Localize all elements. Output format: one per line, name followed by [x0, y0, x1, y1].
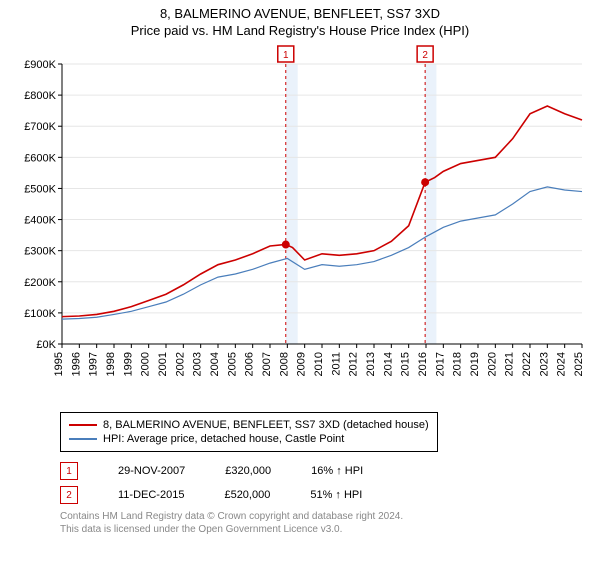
- marker-date-2: 11-DEC-2015: [118, 489, 184, 501]
- marker-note-1: 16% ↑ HPI: [311, 465, 363, 477]
- svg-text:£600K: £600K: [24, 152, 56, 164]
- svg-text:£800K: £800K: [24, 90, 56, 102]
- svg-text:£500K: £500K: [24, 183, 56, 195]
- marker-row: 2 11-DEC-2015 £520,000 51% ↑ HPI: [60, 486, 580, 504]
- marker-table: 1 29-NOV-2007 £320,000 16% ↑ HPI 2 11-DE…: [60, 462, 580, 504]
- svg-text:2007: 2007: [261, 352, 273, 376]
- svg-text:£100K: £100K: [24, 308, 56, 320]
- chart-title-sub: Price paid vs. HM Land Registry's House …: [0, 23, 600, 38]
- svg-text:£200K: £200K: [24, 277, 56, 289]
- legend-item: 8, BALMERINO AVENUE, BENFLEET, SS7 3XD (…: [69, 419, 429, 431]
- svg-text:2012: 2012: [348, 352, 360, 376]
- svg-text:2017: 2017: [434, 352, 446, 376]
- svg-text:2022: 2022: [521, 352, 533, 376]
- svg-text:2005: 2005: [226, 352, 238, 376]
- marker-price-2: £520,000: [224, 489, 270, 501]
- svg-text:1998: 1998: [105, 352, 117, 376]
- legend-label-2: HPI: Average price, detached house, Cast…: [103, 433, 344, 445]
- svg-text:2024: 2024: [556, 352, 568, 376]
- legend-box: 8, BALMERINO AVENUE, BENFLEET, SS7 3XD (…: [60, 412, 438, 452]
- svg-text:2003: 2003: [192, 352, 204, 376]
- svg-text:2023: 2023: [538, 352, 550, 376]
- marker-price-1: £320,000: [225, 465, 271, 477]
- chart-title-main: 8, BALMERINO AVENUE, BENFLEET, SS7 3XD: [0, 6, 600, 21]
- svg-text:2014: 2014: [382, 352, 394, 376]
- svg-text:1999: 1999: [122, 352, 134, 376]
- legend-swatch-2: [69, 438, 97, 440]
- svg-text:2002: 2002: [174, 352, 186, 376]
- svg-text:2011: 2011: [330, 352, 342, 376]
- svg-text:£400K: £400K: [24, 215, 56, 227]
- svg-text:2021: 2021: [504, 352, 516, 376]
- marker-date-1: 29-NOV-2007: [118, 465, 185, 477]
- svg-text:1: 1: [283, 50, 289, 61]
- svg-text:2013: 2013: [365, 352, 377, 376]
- svg-text:1996: 1996: [70, 352, 82, 376]
- footnote-line-2: This data is licensed under the Open Gov…: [60, 523, 580, 536]
- svg-text:2009: 2009: [296, 352, 308, 376]
- svg-text:£0K: £0K: [36, 339, 56, 351]
- legend-item: HPI: Average price, detached house, Cast…: [69, 433, 429, 445]
- svg-text:2010: 2010: [313, 352, 325, 376]
- footnote-line-1: Contains HM Land Registry data © Crown c…: [60, 510, 580, 523]
- svg-text:2019: 2019: [469, 352, 481, 376]
- chart-area: £0K £100K £200K £300K £400K £500K £600K £700K £8…: [10, 44, 590, 404]
- svg-text:1997: 1997: [88, 352, 100, 376]
- svg-text:£900K: £900K: [24, 59, 56, 71]
- svg-text:2018: 2018: [452, 352, 464, 376]
- line-chart-svg: £0K £100K £200K £300K £400K £500K £600K £700K £8…: [10, 44, 590, 404]
- marker-row: 1 29-NOV-2007 £320,000 16% ↑ HPI: [60, 462, 580, 480]
- svg-text:2: 2: [422, 50, 428, 61]
- svg-text:£700K: £700K: [24, 121, 56, 133]
- marker-badge-2: 2: [60, 486, 78, 504]
- svg-text:2025: 2025: [573, 352, 585, 376]
- svg-text:2000: 2000: [140, 352, 152, 376]
- svg-text:2016: 2016: [417, 352, 429, 376]
- svg-text:2006: 2006: [244, 352, 256, 376]
- svg-text:2004: 2004: [209, 352, 221, 376]
- legend-swatch-1: [69, 424, 97, 426]
- marker-note-2: 51% ↑ HPI: [310, 489, 362, 501]
- svg-text:1995: 1995: [53, 352, 65, 376]
- svg-text:2015: 2015: [400, 352, 412, 376]
- svg-text:2001: 2001: [157, 352, 169, 376]
- svg-text:2008: 2008: [278, 352, 290, 376]
- legend-label-1: 8, BALMERINO AVENUE, BENFLEET, SS7 3XD (…: [103, 419, 429, 431]
- svg-text:£300K: £300K: [24, 246, 56, 258]
- marker-badge-1: 1: [60, 462, 78, 480]
- footnote: Contains HM Land Registry data © Crown c…: [60, 510, 580, 536]
- svg-text:2020: 2020: [486, 352, 498, 376]
